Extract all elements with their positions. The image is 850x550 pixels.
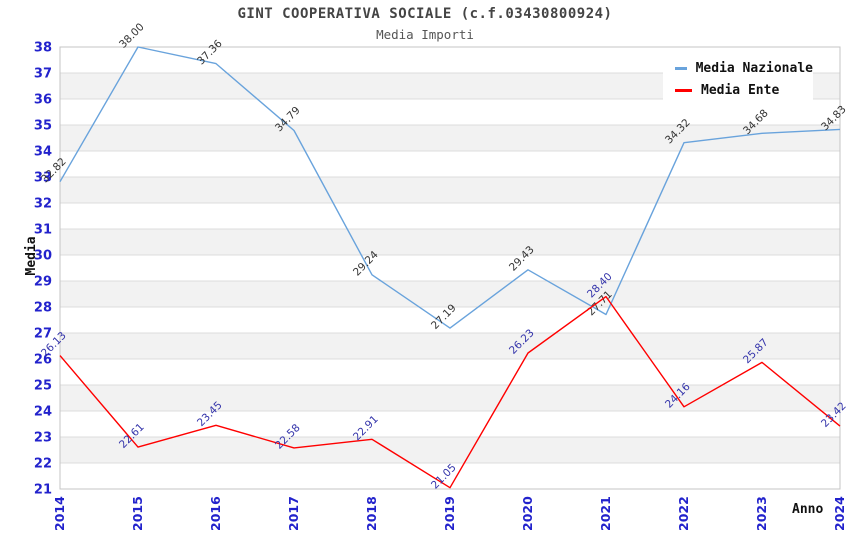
plot-band	[60, 411, 840, 437]
y-tick-label: 30	[34, 249, 52, 264]
y-tick-label: 24	[34, 405, 52, 420]
y-tick-label: 22	[34, 457, 52, 472]
legend-line-swatch-red	[675, 88, 692, 92]
x-tick-label: 2021	[598, 496, 613, 531]
x-tick-label: 2014	[52, 496, 67, 531]
legend-line-swatch-blue	[675, 66, 687, 70]
y-tick-label: 34	[34, 145, 52, 160]
plot-band	[60, 463, 840, 489]
y-tick-label: 38	[34, 41, 52, 56]
x-tick-label: 2016	[208, 496, 223, 531]
x-axis-title: Anno	[792, 502, 824, 517]
series-line-media-ente	[59, 295, 841, 489]
plot-band	[60, 255, 840, 281]
y-tick-label: 29	[34, 275, 52, 290]
y-tick-label: 23	[34, 431, 52, 446]
y-tick-label: 33	[34, 171, 52, 186]
plot-border	[59, 46, 841, 490]
x-tick-label: 2018	[364, 496, 379, 531]
x-tick-label: 2022	[676, 496, 691, 531]
plot-band	[60, 203, 840, 229]
plot-band	[60, 437, 840, 463]
y-tick-label: 25	[34, 379, 52, 394]
y-tick-label: 27	[34, 327, 52, 342]
plot-band	[60, 359, 840, 385]
plot-band	[60, 177, 840, 203]
x-tick-label: 2019	[442, 496, 457, 531]
y-axis-title: Media	[24, 236, 40, 276]
x-tick-label: 2020	[520, 496, 535, 531]
x-tick-label: 2015	[130, 496, 145, 531]
legend-label: Media Nazionale	[695, 60, 813, 76]
legend-label: Media Ente	[701, 82, 780, 98]
y-tick-label: 28	[34, 301, 52, 316]
plot-band	[60, 125, 840, 151]
plot-band	[60, 385, 840, 411]
x-tick-label: 2017	[286, 496, 301, 531]
legend-item-media-ente: Media Ente	[675, 83, 813, 98]
y-tick-label: 37	[34, 67, 52, 82]
plot-band	[60, 281, 840, 307]
chart-title: GINT COOPERATIVA SOCIALE (c.f.0343080092…	[237, 6, 613, 22]
y-tick-label: 35	[34, 119, 52, 134]
plot-band	[60, 151, 840, 177]
legend-item-media-nazionale: Media Nazionale	[675, 61, 813, 76]
plot-band	[60, 229, 840, 255]
y-tick-label: 31	[34, 223, 52, 238]
legend: Media Nazionale Media Ente	[663, 53, 813, 105]
y-tick-label: 26	[34, 353, 52, 368]
x-tick-label: 2024	[832, 496, 847, 531]
y-tick-label: 36	[34, 93, 52, 108]
plot-band	[60, 333, 840, 359]
x-tick-label: 2023	[754, 496, 769, 531]
y-tick-label: 32	[34, 197, 52, 212]
y-tick-label: 21	[34, 483, 52, 498]
chart-subtitle: Media Importi	[376, 27, 474, 42]
series-line-media-nazionale	[59, 46, 841, 329]
